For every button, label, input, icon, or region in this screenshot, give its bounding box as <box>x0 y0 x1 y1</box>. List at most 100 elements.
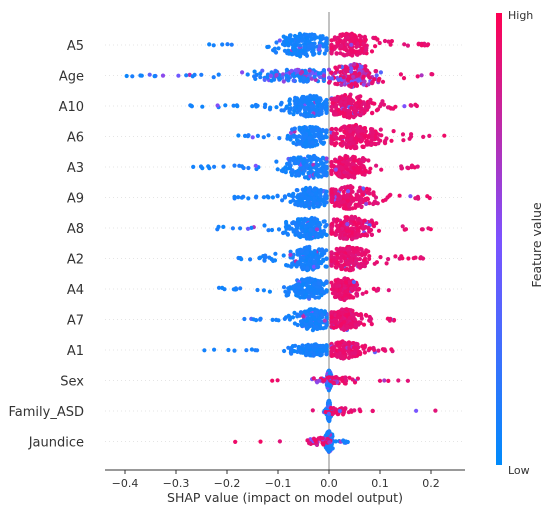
shap-point <box>348 33 354 38</box>
shap-point <box>304 319 309 324</box>
shap-point <box>366 73 371 78</box>
shap-point <box>307 246 312 251</box>
shap-point <box>344 138 350 143</box>
shap-point <box>199 72 204 77</box>
shap-point <box>421 134 426 139</box>
shap-point <box>316 71 321 76</box>
colorbar-high-label: High <box>508 9 533 22</box>
shap-point <box>310 253 315 259</box>
shap-point <box>358 246 363 252</box>
shap-point <box>274 159 279 164</box>
shap-point <box>341 438 346 443</box>
shap-point <box>343 93 348 98</box>
shap-point <box>238 226 243 231</box>
shap-point <box>318 103 323 108</box>
shap-point <box>367 201 372 206</box>
shap-point <box>309 307 314 312</box>
shap-point <box>297 291 302 296</box>
shap-point <box>339 256 344 261</box>
shap-point <box>335 164 341 169</box>
shap-point <box>317 169 322 174</box>
shap-point <box>359 34 364 40</box>
shap-point <box>280 72 286 77</box>
shap-point <box>362 101 367 106</box>
shap-point <box>317 74 322 80</box>
shap-point <box>301 161 306 166</box>
shap-point <box>364 186 369 191</box>
shap-point <box>221 164 226 169</box>
shap-point <box>302 75 307 81</box>
shap-point <box>315 142 320 147</box>
shap-point <box>276 318 281 323</box>
shap-point <box>314 227 320 232</box>
shap-point <box>360 46 365 51</box>
shap-point <box>331 352 336 358</box>
shap-point <box>261 195 266 200</box>
shap-point <box>296 37 301 42</box>
shap-point <box>353 259 358 264</box>
shap-point <box>353 136 358 141</box>
shap-point <box>338 70 343 75</box>
shap-point <box>303 187 308 192</box>
shap-point <box>388 42 393 47</box>
shap-point <box>389 347 394 352</box>
shap-point <box>298 78 303 83</box>
shap-point <box>353 109 358 114</box>
shap-point <box>184 73 189 78</box>
shap-point <box>295 73 300 78</box>
shap-point <box>347 315 352 320</box>
shap-point <box>370 101 375 106</box>
shap-point <box>374 163 379 168</box>
shap-point <box>310 140 315 145</box>
shap-point <box>334 223 340 229</box>
shap-point <box>352 146 357 151</box>
shap-point <box>287 98 292 104</box>
shap-point <box>402 42 407 47</box>
shap-point <box>351 74 356 79</box>
shap-point <box>331 380 336 386</box>
shap-point <box>340 378 345 383</box>
shap-point <box>427 195 432 201</box>
shap-point <box>297 196 302 201</box>
shap-point <box>308 265 313 270</box>
shap-point <box>350 206 355 211</box>
shap-point <box>277 76 282 82</box>
shap-point <box>287 317 292 322</box>
shap-point <box>298 319 304 324</box>
shap-point <box>426 226 431 231</box>
shap-point <box>296 139 301 144</box>
shap-point <box>319 136 324 141</box>
shap-point <box>359 204 364 209</box>
shap-point <box>350 189 355 194</box>
shap-point <box>295 172 300 177</box>
shap-point <box>308 185 313 190</box>
shap-point <box>238 286 243 291</box>
shap-point <box>384 261 389 266</box>
shap-point <box>257 256 262 261</box>
shap-point <box>312 126 317 131</box>
shap-point <box>373 35 378 41</box>
shap-point <box>297 31 302 36</box>
shap-point <box>320 313 325 318</box>
feature-label: A3 <box>67 161 84 176</box>
shap-point <box>379 101 384 107</box>
shap-point <box>355 125 360 130</box>
shap-point <box>321 442 326 447</box>
shap-point <box>375 201 380 206</box>
shap-point <box>333 439 338 444</box>
shap-point <box>361 186 366 191</box>
shap-point <box>303 49 308 55</box>
shap-point <box>334 44 339 49</box>
shap-point <box>349 237 355 242</box>
shap-point <box>220 285 225 290</box>
shap-point <box>326 375 331 380</box>
x-tick-label: 0.1 <box>371 477 389 490</box>
shap-point <box>351 127 356 132</box>
shap-point <box>282 316 287 321</box>
shap-point <box>265 194 270 199</box>
shap-point <box>311 376 316 381</box>
feature-label: A5 <box>67 39 84 54</box>
shap-point <box>276 46 281 51</box>
shap-point <box>298 310 303 315</box>
shap-point <box>329 310 334 315</box>
